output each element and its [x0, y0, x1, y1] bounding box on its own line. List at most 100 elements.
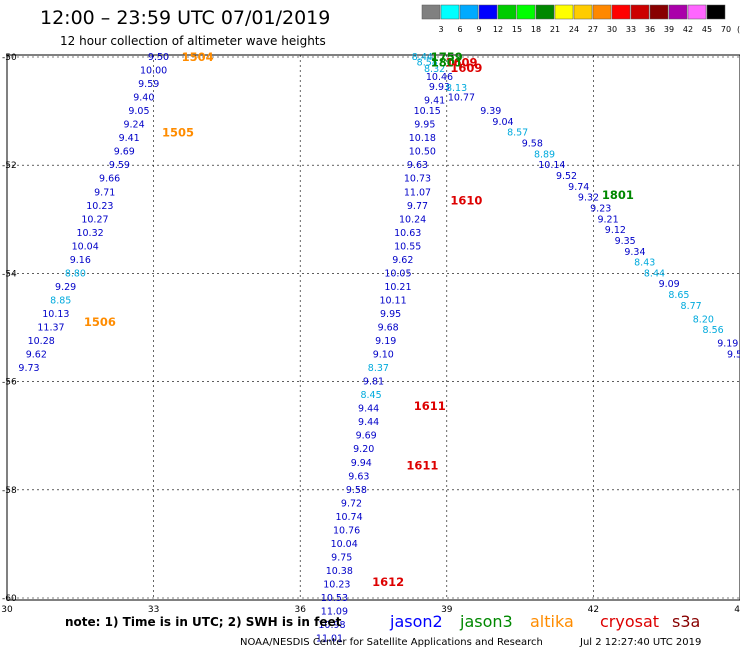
scale-swatch	[573, 4, 593, 20]
wave-height-value: 8.85	[50, 295, 71, 306]
pass-time-label: 1759	[431, 50, 463, 64]
x-tick-label: 30	[1, 605, 13, 615]
wave-height-value: 9.63	[348, 471, 369, 482]
chart-title: 12:00 – 23:59 UTC 07/01/2019	[40, 7, 330, 29]
y-tick-label: -60	[2, 594, 17, 604]
wave-height-value: 9.59	[138, 79, 159, 90]
wave-height-value: 9.71	[94, 187, 115, 198]
wave-height-value: 10.15	[414, 106, 441, 117]
wave-height-value: 8.37	[368, 363, 389, 374]
wave-height-value: 9.62	[392, 255, 413, 266]
wave-height-value: 8.32	[424, 64, 445, 75]
wave-height-value: 9.41	[424, 95, 445, 106]
pass-time-label: 1609	[450, 61, 482, 75]
wave-height-value: 8.65	[668, 290, 689, 301]
scale-label: 9	[476, 25, 481, 34]
pass-time-label: 1801	[431, 55, 463, 69]
scale-label: 21	[550, 25, 560, 34]
scale-swatch	[497, 4, 517, 20]
wave-height-value: 10.98	[318, 620, 345, 631]
wave-height-value: 9.57	[727, 350, 740, 361]
wave-height-value: 9.95	[380, 309, 401, 320]
wave-height-value: 9.44	[358, 404, 379, 415]
wave-height-value: 9.19	[717, 339, 738, 350]
scale-swatch	[592, 4, 612, 20]
wave-height-value: 8.43	[634, 258, 655, 269]
wave-height-value: 9.32	[578, 193, 599, 204]
wave-height-value: 9.66	[99, 174, 120, 185]
wave-height-value: 9.75	[331, 552, 352, 563]
credit-line: NOAA/NESDIS Center for Satellite Applica…	[240, 637, 543, 648]
wave-height-value: 9.04	[492, 117, 513, 128]
scale-swatch	[421, 4, 441, 20]
satellite-name-s3a: s3a	[672, 612, 700, 631]
wave-height-value: 10.04	[331, 539, 358, 550]
wave-height-value: 10.32	[76, 228, 103, 239]
wave-height-value: 9.44	[358, 417, 379, 428]
scale-label: 30	[607, 25, 617, 34]
wave-height-value: 9.81	[363, 377, 384, 388]
satellite-name-jason2: jason2	[389, 612, 443, 631]
wave-height-value: 10.05	[384, 268, 411, 279]
scale-label: (ft)	[737, 25, 740, 34]
wave-height-value: 9.72	[341, 498, 362, 509]
satellite-name-cryosat: cryosat	[600, 612, 659, 631]
scale-label: 3	[438, 25, 443, 34]
wave-height-value: 10.38	[326, 566, 353, 577]
wave-height-value: 9.69	[114, 147, 135, 158]
wave-height-value: 9.63	[407, 160, 428, 171]
wave-height-value: 11.37	[37, 323, 64, 334]
wave-height-value: 10.23	[86, 201, 113, 212]
wave-height-value: 8.56	[703, 325, 724, 336]
wave-height-value: 8.77	[681, 301, 702, 312]
scale-label: 42	[683, 25, 693, 34]
wave-height-value: 8.44	[412, 52, 433, 63]
scale-swatch	[706, 4, 726, 20]
wave-height-value: 10.63	[394, 228, 421, 239]
x-tick-label: 39	[441, 605, 453, 615]
wave-height-value: 8.44	[644, 268, 665, 279]
scale-label: 70	[721, 25, 731, 34]
wave-height-value: 9.95	[414, 120, 435, 131]
wave-height-value: 8.20	[693, 314, 714, 325]
wave-height-value: 10.74	[335, 512, 362, 523]
scale-label: 39	[664, 25, 674, 34]
wave-height-value: 9.52	[556, 171, 577, 182]
satellite-legend: jason2 jason3 altika cryosat s3a	[389, 612, 700, 631]
x-tick-label: 42	[588, 605, 599, 615]
lat-lon-grid	[6, 55, 740, 600]
x-tick-label: 36	[294, 605, 306, 615]
wave-height-value: 10.55	[394, 241, 421, 252]
wave-height-value: 9.09	[659, 279, 680, 290]
wave-height-value: 9.77	[407, 201, 428, 212]
wave-height-value: 10.76	[333, 525, 360, 536]
y-tick-label: -58	[2, 486, 17, 496]
scale-swatch	[630, 4, 650, 20]
pass-time-label: 1506	[84, 315, 116, 329]
scale-swatch	[440, 4, 460, 20]
wave-height-value: 10.28	[28, 336, 55, 347]
scale-label: 24	[569, 25, 579, 34]
plot-frame	[6, 54, 740, 601]
wave-height-value: 9.73	[18, 363, 39, 374]
pass-time-label: 1611	[406, 458, 438, 472]
wave-height-value: 8.13	[446, 83, 467, 94]
wave-height-value: 10.73	[404, 174, 431, 185]
axis-ticks: 30 33 36 39 42 45 -50 -52 -54 -56 -58 -60	[1, 53, 740, 615]
wave-height-value: 10.11	[379, 295, 406, 306]
wave-height-value: 9.35	[615, 236, 636, 247]
scale-label: 18	[531, 25, 541, 34]
wave-height-value: 9.23	[590, 203, 611, 214]
wave-height-value: 9.29	[55, 282, 76, 293]
wave-height-value: 10.27	[81, 214, 108, 225]
wave-height-value: 10.13	[42, 309, 69, 320]
wave-height-value: 11.07	[404, 187, 431, 198]
wave-height-value: 8.89	[534, 149, 555, 160]
scale-swatch	[554, 4, 574, 20]
wave-height-value: 9.19	[375, 336, 396, 347]
pass-time-label: 1609	[445, 55, 477, 69]
wave-height-value: 10.53	[321, 593, 348, 604]
